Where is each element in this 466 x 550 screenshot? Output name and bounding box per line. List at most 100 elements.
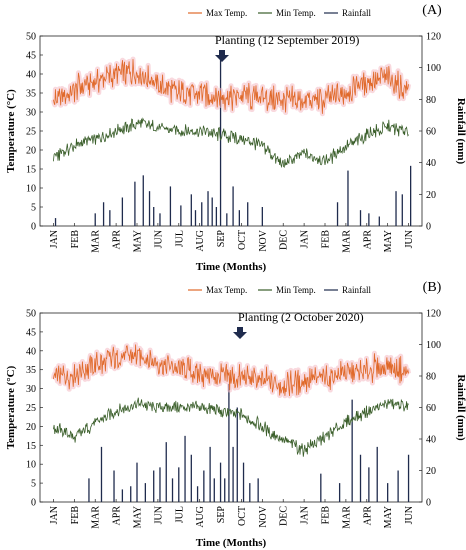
- y-axis-title: Temperature (°C): [5, 365, 17, 449]
- max-temp-line: [53, 59, 409, 114]
- x-tick-label: OCT: [237, 506, 248, 526]
- y2-tick-label: 20: [426, 190, 436, 201]
- y-axis-title: Temperature (°C): [5, 89, 17, 173]
- x-tick-label: JAN: [49, 230, 60, 248]
- max-temp-line: [53, 344, 409, 397]
- x-axis-title: Time (Months): [196, 261, 267, 273]
- x-tick-label: FEB: [70, 506, 81, 525]
- x-tick-label: APR: [112, 230, 123, 250]
- y-tick-label: 15: [26, 165, 36, 176]
- y2-tick-label: 80: [426, 95, 436, 106]
- x-tick-label: JUL: [174, 506, 185, 523]
- panel-b: (B) Max Temp. Min Temp. Rainfall 0 5 10 15 20 25 3…: [5, 280, 466, 549]
- y-tick-label: 50: [26, 309, 36, 320]
- x-tick-label: JUN: [404, 506, 415, 524]
- x-tick-label: MAY: [133, 506, 144, 528]
- y-tick-label: 45: [26, 51, 36, 62]
- x-tick-label: APR: [362, 230, 373, 250]
- y-tick-label: 25: [26, 127, 36, 138]
- y-tick-label: 0: [31, 498, 36, 509]
- panel-label: (A): [422, 3, 442, 18]
- y-tick-label: 5: [31, 479, 36, 490]
- x-tick-label: DEC: [279, 230, 290, 250]
- x-tick-label: FEB: [70, 230, 81, 249]
- y-tick-label: 10: [26, 460, 36, 471]
- x-tick-label: MAR: [341, 506, 352, 529]
- y-tick-label: 45: [26, 327, 36, 338]
- y-tick-label: 40: [26, 346, 36, 357]
- x-tick-label: MAR: [91, 506, 102, 529]
- legend-entry: Max Temp.: [206, 8, 247, 18]
- planting-arrow-icon: [233, 327, 247, 339]
- plot-area: [50, 342, 412, 502]
- x-tick-label: MAR: [341, 230, 352, 253]
- x-tick-label: JAN: [49, 506, 60, 524]
- min-temp-line: [53, 117, 409, 169]
- x-tick-label: NOV: [258, 505, 269, 527]
- y2-tick-label: 100: [426, 340, 441, 351]
- x-tick-label: NOV: [258, 229, 269, 251]
- x-tick-label: MAY: [383, 506, 394, 528]
- y-tick-label: 35: [26, 89, 36, 100]
- y2-tick-label: 60: [426, 127, 436, 138]
- min-temp-line: [53, 397, 409, 457]
- x-tick-label: JUN: [153, 506, 164, 524]
- x-tick-label: OCT: [237, 230, 248, 250]
- legend-entry: Rainfall: [342, 285, 371, 295]
- y2-tick-label: 120: [426, 32, 441, 43]
- y-tick-label: 5: [31, 203, 36, 214]
- x-tick-label: JAN: [300, 230, 311, 248]
- y-tick-label: 30: [26, 108, 36, 119]
- x-tick-label: MAR: [91, 230, 102, 253]
- x-tick-label: JUL: [174, 230, 185, 247]
- y2-tick-label: 60: [426, 403, 436, 414]
- x-tick-label: APR: [362, 506, 373, 526]
- y-tick-label: 40: [26, 70, 36, 81]
- x-tick-label: APR: [112, 506, 123, 526]
- y-tick-label: 20: [26, 146, 36, 157]
- x-tick-label: JUN: [404, 230, 415, 248]
- x-tick-label: SEP: [216, 230, 227, 248]
- x-tick-label: MAY: [383, 230, 394, 252]
- y2-tick-label: 40: [426, 158, 436, 169]
- plot-frame: [39, 312, 423, 503]
- y-tick-label: 15: [26, 441, 36, 452]
- legend-entry: Min Temp.: [276, 285, 316, 295]
- x-tick-label: FEB: [321, 506, 332, 525]
- y-tick-label: 0: [31, 222, 36, 233]
- x-tick-label: SEP: [216, 506, 227, 524]
- y2-tick-label: 0: [426, 222, 431, 233]
- y2-tick-label: 0: [426, 498, 431, 509]
- y-tick-label: 50: [26, 32, 36, 43]
- planting-annotation: Planting (12 September 2019): [215, 33, 359, 47]
- x-tick-label: AUG: [195, 230, 206, 252]
- x-tick-label: MAY: [133, 230, 144, 252]
- panel-label: (B): [423, 280, 442, 295]
- x-tick-label: JAN: [300, 506, 311, 524]
- y2-tick-label: 40: [426, 435, 436, 446]
- planting-arrow-icon: [215, 50, 229, 62]
- y-tick-label: 20: [26, 422, 36, 433]
- x-tick-label: DEC: [279, 506, 290, 526]
- x-tick-label: AUG: [195, 506, 206, 528]
- y-tick-label: 25: [26, 403, 36, 414]
- legend-entry: Max Temp.: [206, 285, 247, 295]
- y2-axis-title: Rainfall (mm): [455, 374, 466, 441]
- y-tick-label: 35: [26, 365, 36, 376]
- y-tick-label: 30: [26, 384, 36, 395]
- y2-tick-label: 120: [426, 309, 441, 320]
- x-tick-label: FEB: [321, 230, 332, 249]
- y-tick-label: 10: [26, 184, 36, 195]
- y2-axis-title: Rainfall (mm): [455, 98, 466, 165]
- y2-tick-label: 100: [426, 63, 441, 74]
- x-axis-title: Time (Months): [196, 537, 267, 549]
- y2-tick-label: 20: [426, 466, 436, 477]
- legend-entry: Rainfall: [342, 8, 371, 18]
- panel-a: (A) Max Temp. Min Temp. Rainfall 0 5 10 15 20 25 3…: [5, 3, 466, 273]
- legend-entry: Min Temp.: [276, 8, 316, 18]
- planting-annotation: Planting (2 October 2020): [238, 310, 364, 324]
- y2-tick-label: 80: [426, 372, 436, 383]
- x-tick-label: JUN: [153, 230, 164, 248]
- plot-area: [50, 51, 412, 226]
